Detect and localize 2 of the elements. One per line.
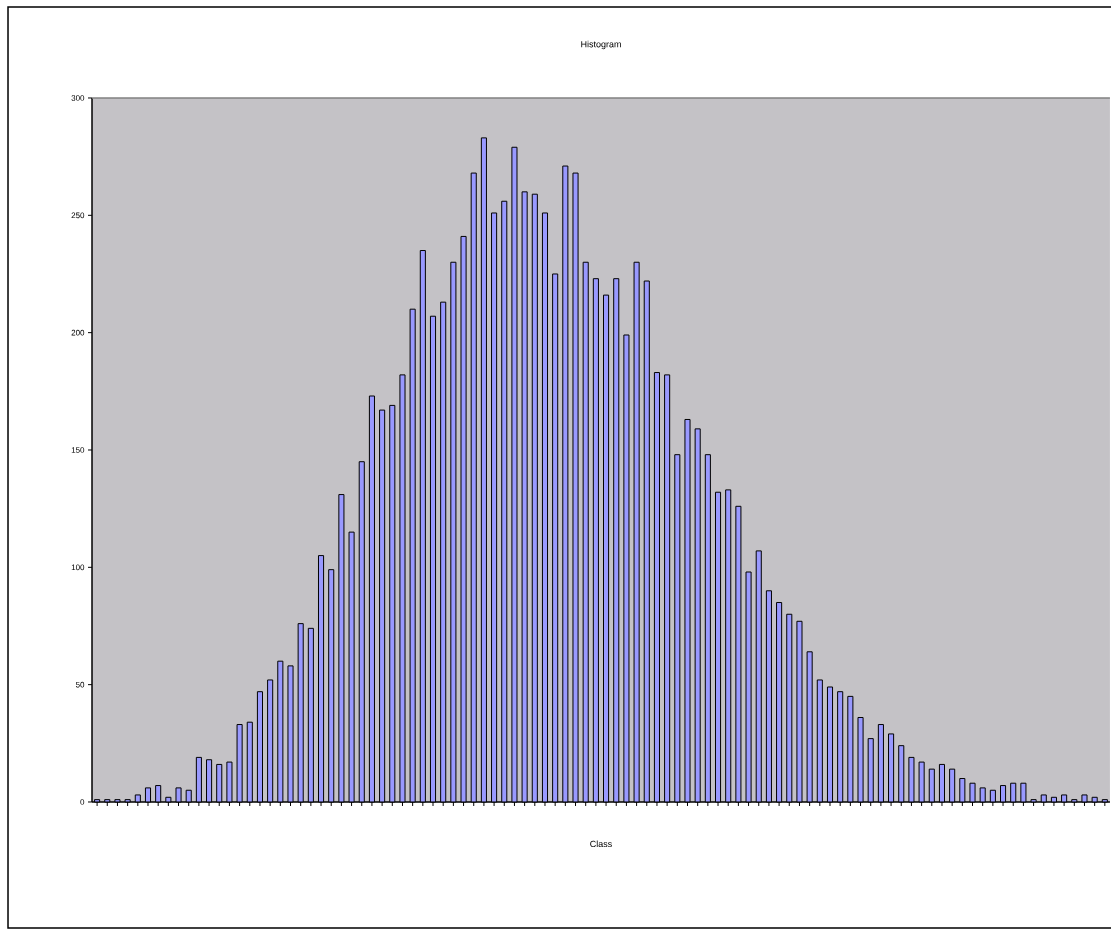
chart-title: Histogram bbox=[581, 40, 621, 50]
x-axis-title: Class bbox=[590, 840, 612, 848]
